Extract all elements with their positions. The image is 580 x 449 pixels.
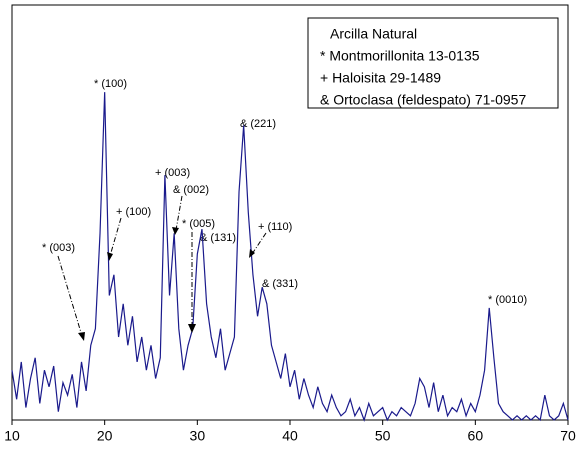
arrow-head (107, 252, 113, 261)
peak-annotation: * (0010) (488, 294, 527, 306)
xrd-line (11, 92, 569, 422)
x-tick-label: 40 (282, 428, 298, 444)
x-tick-label: 60 (468, 428, 484, 444)
arrow (251, 232, 267, 255)
peak-annotation: + (003) (155, 167, 190, 179)
annotation-arrows (57, 195, 267, 337)
x-tick-label: 10 (4, 428, 20, 444)
arrow (57, 255, 83, 337)
peak-annotation: + (100) (116, 206, 151, 218)
arrow (175, 195, 183, 231)
peak-annotation: * (100) (94, 78, 127, 90)
x-tick-label: 70 (560, 428, 576, 444)
legend-entry: * Montmorillonita 13-0135 (320, 48, 480, 64)
peak-annotation: & (002) (173, 184, 209, 196)
legend-entry: + Haloisita 29-1489 (320, 70, 441, 86)
peak-annotation: * (005) (182, 218, 215, 230)
legend-title: Arcilla Natural (330, 26, 417, 42)
legend-box (307, 17, 559, 109)
arrow (109, 217, 122, 257)
x-tick-label: 20 (97, 428, 113, 444)
x-tick-label: 50 (375, 428, 391, 444)
legend-entry: & Ortoclasa (feldespato) 71-0957 (320, 92, 526, 108)
arrow-head (172, 227, 179, 235)
peak-annotation: & (331) (262, 278, 298, 290)
peak-annotation: + (110) (258, 221, 292, 233)
peak-annotation: & (131) (200, 232, 236, 244)
peak-annotation: & (221) (240, 118, 276, 130)
arrow-head (78, 332, 85, 341)
x-tick-label: 30 (190, 428, 206, 444)
arrow-head (188, 324, 196, 333)
peak-annotation: * (003) (42, 242, 75, 254)
arrow-head (249, 249, 255, 258)
arrow-heads (78, 227, 255, 341)
